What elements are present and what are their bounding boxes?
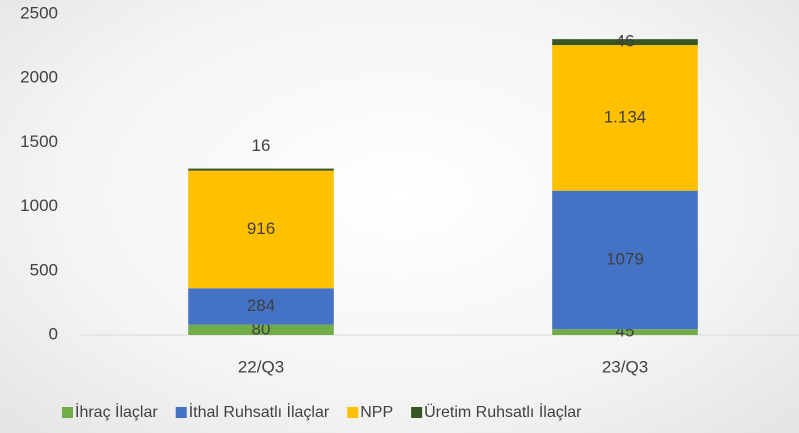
bar-segment — [552, 190, 698, 330]
x-tick-label: 22/Q3 — [238, 357, 284, 376]
y-tick-label: 500 — [30, 260, 58, 279]
y-tick-label: 1000 — [20, 196, 58, 215]
y-tick-label: 2000 — [20, 68, 58, 87]
bar-segment — [188, 288, 334, 325]
x-tick-label: 23/Q3 — [602, 357, 648, 376]
data-label: 16 — [252, 136, 271, 155]
data-label: 916 — [247, 219, 275, 238]
bar-segment — [188, 170, 334, 289]
y-tick-label: 1500 — [20, 132, 58, 151]
bar-segment — [188, 168, 334, 171]
y-tick-label: 2500 — [20, 3, 58, 22]
data-label: 46 — [616, 32, 635, 51]
legend-label: İhraç İlaçlar — [75, 402, 158, 421]
data-label: 1079 — [606, 249, 644, 268]
legend-swatch — [347, 407, 359, 418]
bar-segment — [552, 39, 698, 46]
legend-label: Üretim Ruhsatlı İlaçlar — [424, 402, 582, 421]
legend-label: İthal Ruhsatlı İlaçlar — [189, 402, 330, 421]
data-label: 1.134 — [604, 107, 647, 126]
y-tick-label: 0 — [49, 324, 58, 343]
legend-swatch — [62, 407, 73, 418]
data-label: 284 — [247, 296, 275, 315]
legend-swatch — [175, 407, 187, 418]
bar-segment — [552, 45, 698, 191]
bar-segment — [552, 329, 698, 335]
legend-label: NPP — [360, 404, 393, 421]
legend-swatch — [411, 407, 423, 418]
bar-segment — [188, 324, 334, 335]
